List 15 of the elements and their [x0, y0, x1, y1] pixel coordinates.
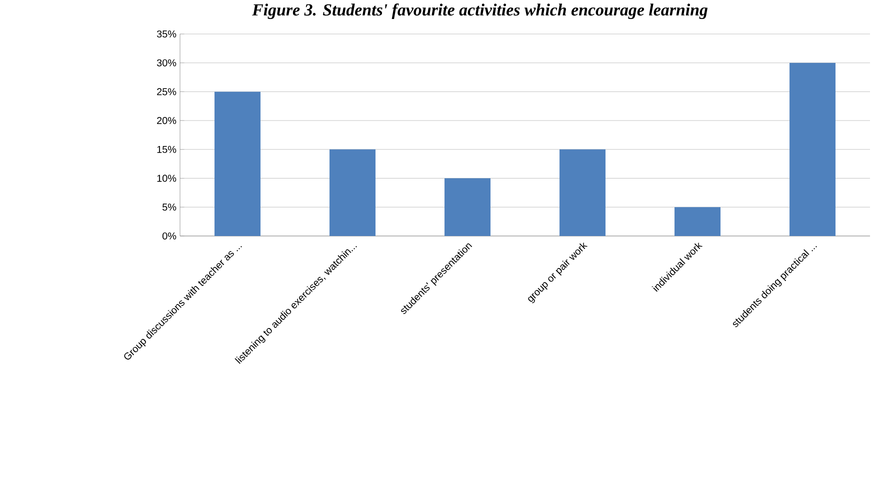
- y-tick-label: 25%: [157, 88, 176, 96]
- bar: [330, 149, 376, 236]
- y-tick-label: 5%: [162, 204, 176, 211]
- bar: [560, 149, 606, 236]
- y-tick-label: 30%: [156, 59, 176, 66]
- y-tick-label: 35%: [156, 30, 176, 38]
- y-tick-label: 15%: [157, 146, 176, 153]
- bar: [444, 178, 491, 236]
- bar: [790, 62, 836, 236]
- y-tick-label: 20%: [157, 117, 176, 124]
- chart-title: Figure 3. Students' favourite activities which encourage learning: [252, 4, 708, 20]
- bar: [674, 207, 721, 236]
- bar: [214, 92, 261, 236]
- y-tick-label: 10%: [157, 174, 176, 182]
- y-tick-label: 0%: [162, 232, 176, 240]
